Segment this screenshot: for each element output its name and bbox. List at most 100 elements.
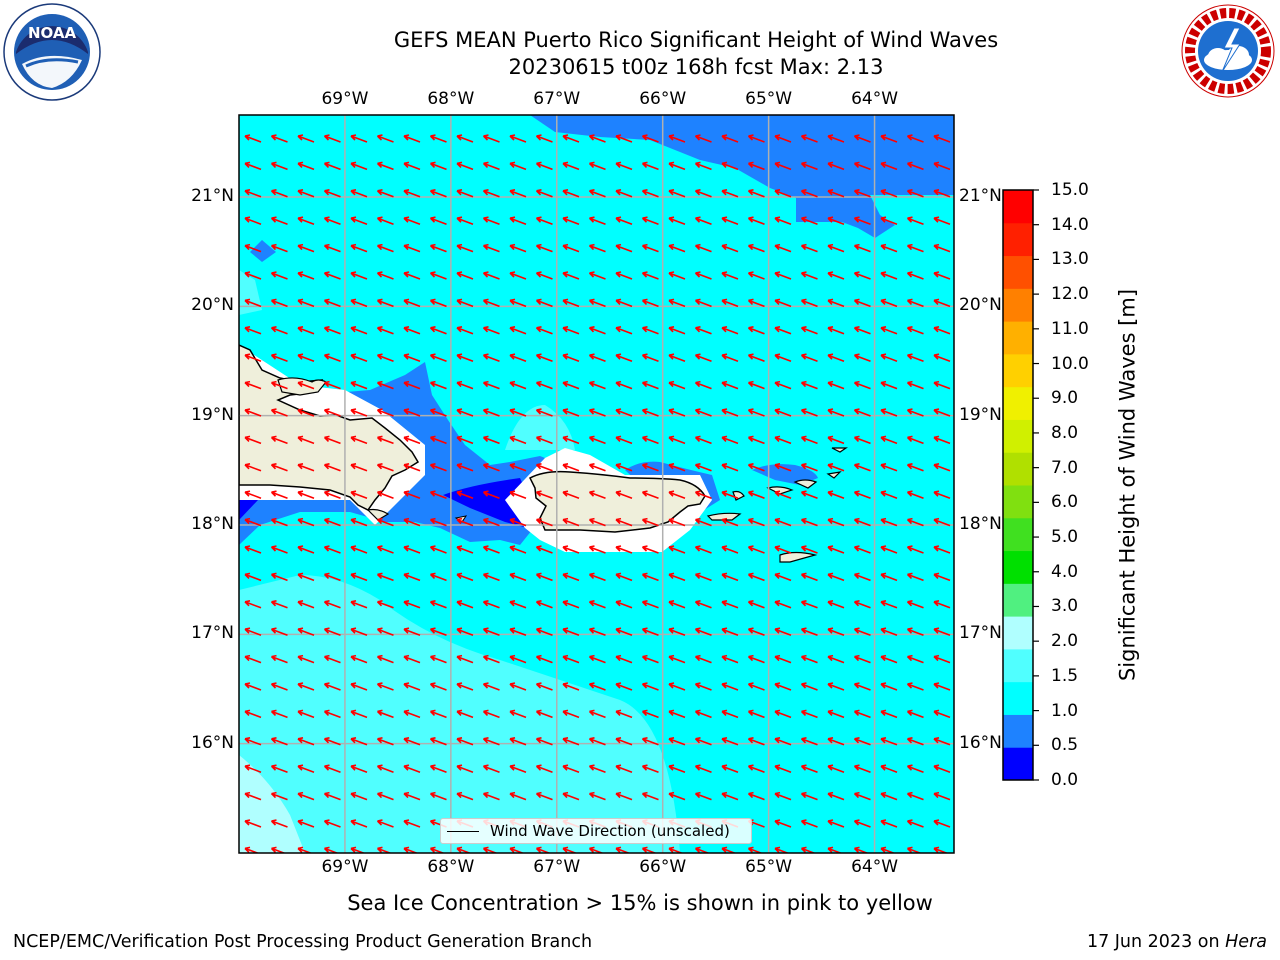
wave-direction-arrow — [588, 627, 606, 636]
wave-direction-arrow — [774, 408, 792, 417]
wave-direction-arrow — [509, 353, 527, 362]
wave-direction-arrow — [721, 408, 739, 417]
wave-direction-arrow — [456, 737, 474, 746]
wave-direction-arrow — [535, 353, 553, 362]
wave-direction-arrow — [429, 435, 447, 445]
wave-direction-arrow — [270, 243, 288, 253]
wave-direction-arrow — [906, 791, 924, 801]
wave-direction-arrow — [429, 161, 447, 171]
lat-tick-label: 19°N — [959, 404, 1002, 425]
wave-direction-arrow — [933, 791, 951, 801]
wave-direction-arrow — [906, 737, 924, 746]
wave-direction-arrow — [323, 709, 341, 719]
wave-direction-arrow — [774, 846, 790, 853]
wave-direction-arrow — [482, 380, 500, 390]
colorbar-segment — [1003, 616, 1033, 650]
wave-direction-arrow — [429, 764, 447, 773]
wave-direction-arrow — [588, 326, 606, 335]
wave-direction-arrow — [827, 490, 845, 499]
wave-direction-arrow — [403, 572, 421, 582]
wave-direction-arrow — [588, 572, 606, 582]
wave-direction-arrow — [562, 353, 580, 362]
colorbar-segment — [1003, 255, 1033, 289]
wave-direction-arrow — [641, 243, 659, 253]
wave-direction-arrow — [933, 243, 951, 253]
wave-direction-arrow — [906, 161, 924, 171]
wave-direction-arrow — [933, 380, 951, 390]
wave-direction-arrow — [482, 654, 500, 664]
wave-direction-arrow — [721, 161, 739, 171]
wave-direction-arrow — [853, 517, 871, 527]
colorbar-segment — [1003, 648, 1033, 683]
wave-direction-arrow — [641, 435, 659, 445]
colorbar-tick-label: 1.0 — [1051, 700, 1079, 721]
wave-direction-arrow — [853, 545, 871, 554]
wave-direction-arrow — [535, 271, 553, 280]
wave-direction-arrow — [244, 709, 262, 719]
wave-direction-arrow — [668, 654, 686, 664]
wave-direction-arrow — [535, 846, 552, 853]
wave-direction-arrow — [376, 764, 394, 773]
colorbar-segment — [1003, 452, 1033, 486]
wave-direction-arrow — [244, 435, 262, 445]
wave-direction-arrow — [747, 791, 765, 801]
wave-direction-arrow — [456, 326, 474, 335]
wave-direction-arrow — [403, 243, 421, 253]
wave-direction-arrow — [933, 764, 951, 773]
wave-direction-arrow — [429, 600, 447, 609]
wave-direction-arrow — [270, 764, 288, 773]
wave-direction-arrow — [721, 654, 739, 664]
wave-direction-arrow — [403, 161, 421, 171]
wave-direction-arrow — [376, 134, 394, 143]
wave-direction-arrow — [403, 380, 421, 390]
wave-direction-arrow — [774, 353, 792, 362]
wave-direction-arrow — [641, 408, 659, 417]
wave-direction-arrow — [694, 682, 712, 691]
wave-direction-arrow — [323, 134, 341, 143]
wave-direction-arrow — [800, 709, 818, 719]
wave-direction-arrow — [827, 353, 845, 362]
wave-direction-arrow — [297, 682, 315, 691]
wave-direction-arrow — [853, 216, 871, 225]
wave-direction-arrow — [350, 600, 368, 609]
wave-direction-arrow — [668, 161, 686, 171]
wave-direction-arrow — [350, 326, 368, 335]
wave-direction-arrow — [509, 572, 527, 582]
wave-direction-arrow — [535, 216, 553, 225]
wave-direction-arrow — [244, 216, 262, 225]
wave-direction-arrow — [906, 326, 924, 335]
wave-direction-arrow — [853, 764, 871, 773]
colorbar-segment — [1003, 583, 1033, 617]
wave-direction-arrow — [376, 353, 394, 362]
wave-direction-arrow — [588, 600, 606, 609]
wave-direction-arrow — [641, 517, 659, 527]
wave-direction-arrow — [800, 600, 818, 609]
wave-direction-arrow — [721, 545, 739, 554]
wave-direction-arrow — [509, 791, 527, 801]
wave-direction-arrow — [297, 298, 315, 308]
wave-direction-arrow — [747, 490, 765, 499]
wave-direction-arrow — [774, 243, 792, 253]
wave-direction-arrow — [694, 764, 712, 773]
wave-direction-arrow — [933, 463, 951, 472]
wave-direction-arrow — [641, 737, 659, 746]
wave-direction-arrow — [853, 298, 871, 308]
wave-direction-arrow — [535, 682, 553, 691]
colorbar-segment — [1003, 321, 1033, 355]
wave-direction-arrow — [827, 380, 845, 390]
wave-direction-arrow — [747, 189, 765, 198]
wave-direction-arrow — [668, 846, 684, 853]
wave-direction-arrow — [668, 572, 686, 582]
colorbar-tick-label: 5.0 — [1051, 527, 1079, 548]
wave-direction-arrow — [880, 737, 898, 746]
wave-direction-arrow — [880, 298, 898, 308]
wave-direction-arrow — [694, 216, 712, 225]
wave-direction-arrow — [774, 463, 792, 472]
wave-direction-arrow — [906, 490, 924, 499]
wave-direction-arrow — [880, 517, 898, 527]
colorbar-tick-label: 3.0 — [1051, 596, 1079, 617]
wave-direction-arrow — [641, 161, 659, 171]
colorbar-segment — [1003, 419, 1033, 453]
wave-direction-arrow — [482, 709, 500, 719]
wave-direction-arrow — [880, 627, 898, 636]
